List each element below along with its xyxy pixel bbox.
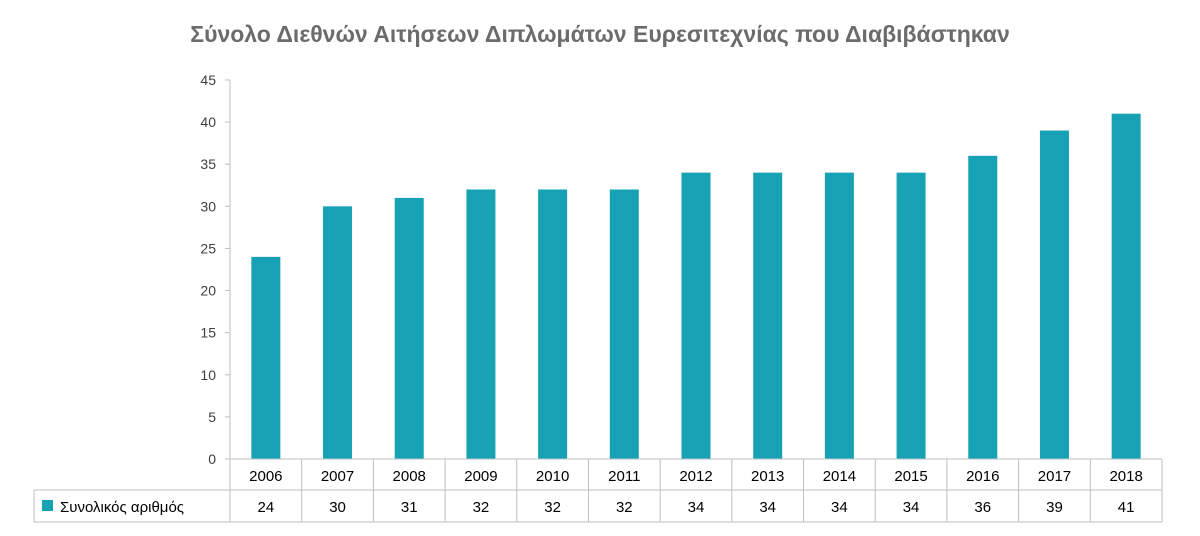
- bar: [824, 172, 854, 459]
- bar: [538, 189, 568, 459]
- data-value-label: 32: [616, 499, 633, 516]
- bar: [323, 206, 353, 459]
- data-value-label: 36: [974, 499, 991, 516]
- x-category-label: 2011: [608, 468, 640, 485]
- y-tick-label: 0: [208, 451, 216, 467]
- y-tick-label: 40: [200, 114, 216, 130]
- data-value-label: 41: [1118, 499, 1135, 516]
- x-category-label: 2008: [393, 468, 426, 485]
- y-tick-label: 25: [200, 240, 216, 256]
- x-category-label: 2016: [966, 468, 999, 485]
- data-value-label: 32: [544, 499, 561, 516]
- x-category-label: 2015: [894, 468, 927, 485]
- bar: [466, 189, 496, 459]
- y-tick-label: 30: [200, 198, 216, 214]
- data-value-label: 34: [759, 499, 776, 516]
- bar: [1111, 113, 1141, 459]
- legend-key: [42, 500, 53, 511]
- bars-group: [251, 113, 1141, 460]
- bar: [681, 172, 711, 459]
- x-category-label: 2010: [536, 468, 569, 485]
- y-tick-label: 45: [200, 72, 216, 88]
- bar: [968, 155, 998, 460]
- data-value-label: 30: [329, 499, 346, 516]
- data-value-label: 34: [688, 499, 705, 516]
- x-category-label: 2006: [249, 468, 282, 485]
- y-tick-label: 5: [208, 409, 216, 425]
- data-value-label: 39: [1046, 499, 1063, 516]
- y-axis: 0 5 10 15 20 25 30 35 40 45: [200, 72, 231, 467]
- x-category-label: 2007: [321, 468, 354, 485]
- bar: [1039, 130, 1069, 460]
- y-tick-label: 20: [200, 283, 216, 299]
- bar: [753, 172, 783, 459]
- data-table: 2006 24 2007 30 2008 31 2009 32 2010 32 2011 32 2012…: [33, 458, 1163, 523]
- bar: [896, 172, 926, 459]
- bar: [609, 189, 639, 459]
- bar: [251, 256, 281, 459]
- data-value-label: 34: [903, 499, 920, 516]
- data-value-label: 34: [831, 499, 848, 516]
- y-tick-label: 35: [200, 156, 216, 172]
- data-value-label: 31: [401, 499, 418, 516]
- data-value-label: 32: [473, 499, 490, 516]
- x-category-label: 2014: [823, 468, 856, 485]
- y-tick-label: 10: [200, 367, 216, 383]
- y-tick-label: 15: [200, 325, 216, 341]
- x-category-label: 2018: [1109, 468, 1142, 485]
- series-name-label: Συνολικός αριθμός: [60, 499, 184, 516]
- chart-title: Σύνολο Διεθνών Αιτήσεων Διπλωμάτων Ευρεσ…: [190, 21, 1009, 47]
- bar: [394, 197, 424, 459]
- x-category-label: 2012: [679, 468, 712, 485]
- x-category-label: 2013: [751, 468, 784, 485]
- x-category-label: 2009: [464, 468, 497, 485]
- data-value-label: 24: [258, 499, 275, 516]
- x-category-label: 2017: [1038, 468, 1071, 485]
